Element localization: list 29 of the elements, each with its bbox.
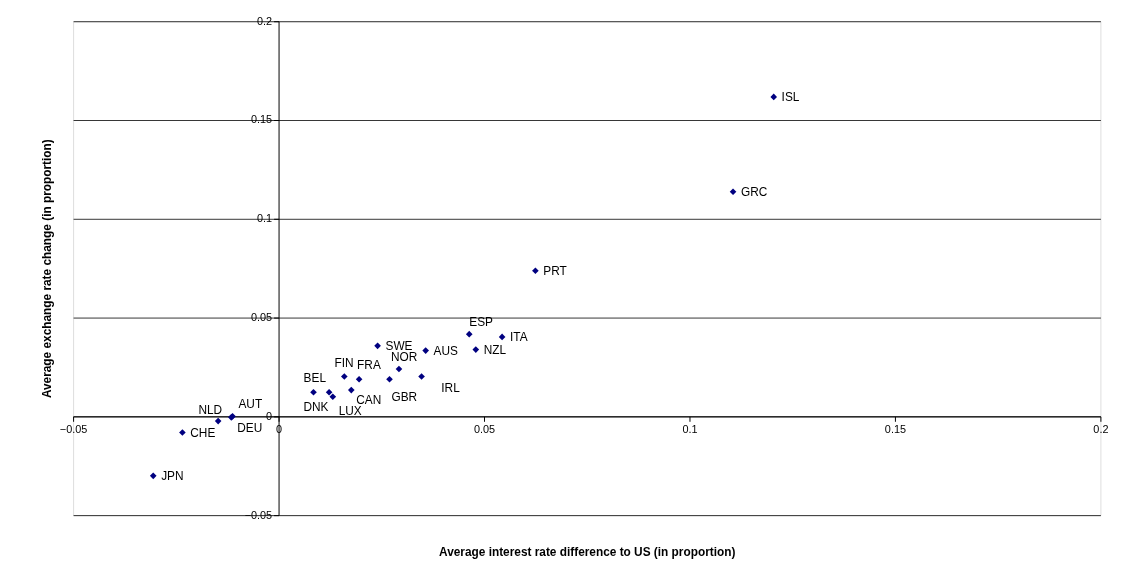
data-label: CHE — [190, 425, 216, 440]
data-label: BEL — [303, 371, 327, 386]
data-label: NZL — [483, 342, 507, 357]
x-tick-label: 0 — [276, 422, 283, 435]
x-tick-label: 0.05 — [473, 422, 496, 435]
data-label: ESP — [469, 315, 494, 330]
x-tick-label: 0.15 — [884, 422, 907, 435]
data-label: FRA — [357, 358, 381, 373]
x-tick-label: 0.2 — [1093, 422, 1109, 435]
data-label: ISL — [781, 89, 800, 104]
data-label: ITA — [510, 329, 528, 344]
data-label: NLD — [198, 403, 223, 418]
data-label: IRL — [441, 381, 461, 396]
x-axis-title: Average interest rate difference to US (in proportion) — [439, 545, 736, 560]
x-tick-label: 0.1 — [682, 422, 698, 435]
data-label: NOR — [391, 350, 418, 365]
data-label: AUS — [433, 343, 459, 358]
data-label: DEU — [237, 421, 263, 436]
y-tick-label: 0.05 — [251, 311, 273, 324]
y-axis-title: Average exchange rate change (in proportion) — [39, 139, 54, 399]
x-tick-label: −0.05 — [59, 422, 88, 435]
data-label: GRC — [740, 184, 768, 199]
data-label: JPN — [161, 468, 184, 483]
data-label: DNK — [303, 400, 329, 415]
data-label: PRT — [543, 263, 567, 278]
data-label: FIN — [334, 355, 354, 370]
data-label: GBR — [391, 389, 418, 404]
data-label: SWE — [385, 338, 413, 353]
data-label: AUT — [238, 397, 263, 412]
